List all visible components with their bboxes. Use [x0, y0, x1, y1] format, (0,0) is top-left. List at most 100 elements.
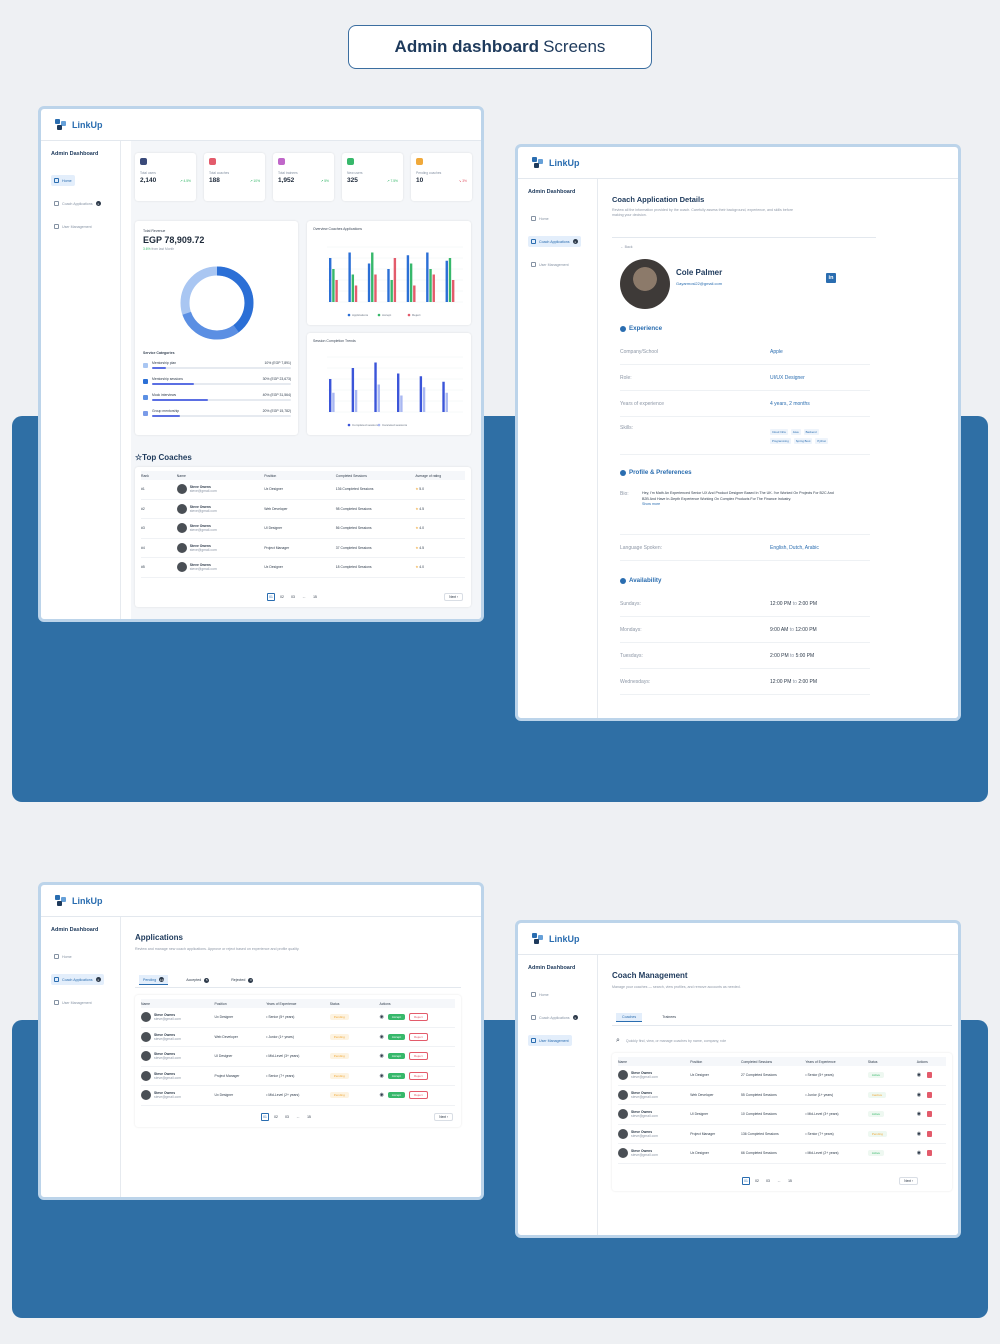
sidebar-item-coach-applications[interactable]: Coach Applications 1: [51, 974, 104, 985]
applicant-name: Steve Owens: [154, 1052, 176, 1057]
eye-icon[interactable]: ◉: [916, 1072, 922, 1079]
reject-button[interactable]: Reject: [409, 1052, 428, 1061]
reject-button[interactable]: Reject: [409, 1032, 428, 1041]
reject-button[interactable]: Reject: [409, 1013, 428, 1022]
table-row[interactable]: Steve Owens steve@gmail.com UI Designer 10 …: [618, 1105, 946, 1125]
next-button[interactable]: Next ›: [899, 1177, 918, 1185]
table-row[interactable]: Steve Owens steve@gmail.com UI Designer • M…: [141, 1047, 455, 1067]
accept-button[interactable]: Accept: [387, 1033, 406, 1040]
eye-icon[interactable]: ◉: [379, 1092, 384, 1099]
reject-button[interactable]: Reject: [409, 1071, 428, 1080]
eye-icon[interactable]: ◉: [916, 1091, 922, 1098]
page-number[interactable]: 15: [307, 1115, 311, 1119]
page-number[interactable]: ...: [302, 595, 306, 599]
table-row[interactable]: #3 Steve Owens steve@gmail.com UI Designer 5…: [141, 519, 465, 539]
table-row[interactable]: Steve Owens steve@gmail.com Ux Designer 66 …: [618, 1144, 946, 1164]
avatar: [618, 1109, 628, 1120]
page-number[interactable]: 01: [261, 1113, 269, 1121]
eye-icon[interactable]: ◉: [916, 1150, 922, 1157]
show-more-link[interactable]: Show more: [642, 502, 661, 507]
table-row[interactable]: #1 Steve Owens steve@gmail.com Ux Designer 1…: [141, 480, 465, 500]
eye-icon[interactable]: ◉: [379, 1033, 384, 1040]
sidebar-item-home[interactable]: Home: [51, 951, 75, 962]
table-row[interactable]: Steve Owens steve@gmail.com Project Manage…: [141, 1067, 455, 1086]
eye-icon[interactable]: ◉: [379, 1072, 384, 1079]
next-button[interactable]: Next ›: [434, 1113, 453, 1121]
table-row[interactable]: #5 Steve Owens steve@gmail.com Ux Designer 1…: [141, 558, 465, 578]
sidebar-item-user-management[interactable]: User Management: [528, 259, 572, 270]
legend-dot: [347, 423, 351, 427]
stat-value: 325: [347, 177, 358, 184]
table-row[interactable]: Steve Owens steve@gmail.com Ux Designer 27 …: [618, 1066, 946, 1086]
sidebar-item-home[interactable]: Home: [528, 213, 552, 224]
sidebar-item-home[interactable]: Home: [51, 175, 75, 186]
tab-rejected[interactable]: Rejected 3: [231, 977, 254, 983]
trash-icon[interactable]: [927, 1150, 933, 1157]
eye-icon[interactable]: ◉: [379, 1014, 384, 1021]
accept-button[interactable]: Accept: [387, 1072, 406, 1079]
applicant-email: steve@gmail.com: [154, 1075, 181, 1080]
page-number[interactable]: 03: [291, 595, 295, 599]
service-categories-title: Service Categories: [143, 351, 175, 355]
chart-bar: [387, 269, 390, 302]
tab-trainees[interactable]: Trainees: [662, 1015, 677, 1019]
page-number[interactable]: 01: [267, 593, 275, 601]
trash-icon[interactable]: [927, 1091, 933, 1098]
trash-icon[interactable]: [927, 1130, 933, 1137]
page-number[interactable]: ...: [777, 1179, 781, 1183]
trash-icon[interactable]: [927, 1072, 933, 1079]
management-main: Coach Management Manage your coaches — s…: [608, 955, 958, 1235]
header-rest: Screens: [543, 37, 606, 56]
position: Ux Designer: [690, 1073, 709, 1078]
tab-coaches[interactable]: Coaches: [616, 1013, 643, 1022]
trash-icon[interactable]: [927, 1111, 933, 1118]
page-number[interactable]: 03: [285, 1115, 289, 1119]
accept-button[interactable]: Accept: [387, 1053, 406, 1060]
linkedin-icon[interactable]: in: [826, 273, 836, 283]
eye-icon[interactable]: ◉: [379, 1053, 384, 1060]
sidebar-item-user-management[interactable]: User Management: [51, 997, 95, 1008]
position: Project Manager: [690, 1131, 716, 1136]
tab-pending[interactable]: Pending 10: [139, 975, 169, 985]
sidebar-item-coach-applications[interactable]: Coach Applications 1: [528, 1012, 581, 1023]
page-number[interactable]: 15: [313, 595, 317, 599]
page-number[interactable]: ...: [296, 1115, 300, 1119]
header-bold: Admin dashboard: [394, 37, 540, 56]
sidebar-item-user-management[interactable]: User Management: [51, 221, 95, 232]
sidebar-item-user-management[interactable]: User Management: [528, 1035, 572, 1046]
topbar: LinkUp: [518, 923, 958, 955]
table-row[interactable]: Steve Owens steve@gmail.com Ux Designer • M…: [141, 1086, 455, 1106]
eye-icon[interactable]: ◉: [916, 1111, 922, 1118]
page-number[interactable]: 02: [274, 1115, 278, 1119]
avatar: [176, 542, 187, 553]
coaches-table: Name Position Completed Sessions Years of E…: [612, 1053, 952, 1191]
search-input[interactable]: ⌕ Quickly find, view, or manage coaches b…: [616, 1037, 727, 1044]
table-row[interactable]: #2 Steve Owens steve@gmail.com Web Develope…: [141, 500, 465, 519]
back-link[interactable]: ← Back: [620, 245, 633, 249]
table-row[interactable]: Steve Owens steve@gmail.com Ux Designer • S…: [141, 1008, 455, 1028]
page-number[interactable]: 15: [788, 1179, 792, 1183]
accept-button[interactable]: Accept: [387, 1092, 406, 1099]
day-label: Wednesdays:: [620, 678, 651, 685]
sidebar-item-home[interactable]: Home: [528, 989, 552, 1000]
stat-change: ↗ 7.5%: [386, 178, 398, 183]
page-number[interactable]: 02: [280, 595, 284, 599]
sidebar-item-coach-applications[interactable]: Coach Applications 1: [51, 198, 104, 209]
chart-bar: [374, 362, 377, 412]
table-row[interactable]: #4 Steve Owens steve@gmail.com Project Mana…: [141, 539, 465, 558]
tab-accepted[interactable]: Accepted 5: [186, 977, 210, 983]
table-row[interactable]: Steve Owens steve@gmail.com Web Developer •…: [141, 1028, 455, 1047]
table-row[interactable]: Steve Owens steve@gmail.com Web Developer 5…: [618, 1086, 946, 1105]
page-number[interactable]: 03: [766, 1179, 770, 1183]
reject-button[interactable]: Reject: [409, 1091, 428, 1100]
skill-tag: Programming: [770, 438, 791, 444]
page-number[interactable]: 01: [742, 1177, 750, 1185]
chart-bar: [406, 255, 410, 302]
status-badge: Pending: [329, 1092, 349, 1099]
next-button[interactable]: Next ›: [444, 593, 463, 601]
table-row[interactable]: Steve Owens steve@gmail.com Project Manage…: [618, 1125, 946, 1144]
accept-button[interactable]: Accept: [387, 1014, 406, 1021]
sidebar-item-coach-applications[interactable]: Coach Applications 1: [528, 236, 581, 247]
eye-icon[interactable]: ◉: [916, 1130, 922, 1137]
page-number[interactable]: 02: [755, 1179, 759, 1183]
